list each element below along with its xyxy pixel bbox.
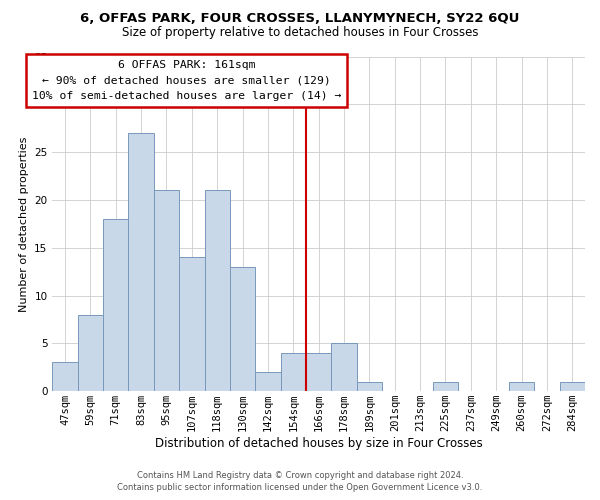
- Bar: [77, 314, 103, 391]
- Bar: [128, 133, 154, 391]
- Bar: [205, 190, 230, 391]
- Bar: [560, 382, 585, 391]
- Text: 6, OFFAS PARK, FOUR CROSSES, LLANYMYNECH, SY22 6QU: 6, OFFAS PARK, FOUR CROSSES, LLANYMYNECH…: [80, 12, 520, 26]
- Bar: [281, 353, 306, 391]
- Y-axis label: Number of detached properties: Number of detached properties: [19, 136, 29, 312]
- Bar: [52, 362, 77, 391]
- Text: 6 OFFAS PARK: 161sqm
← 90% of detached houses are smaller (129)
10% of semi-deta: 6 OFFAS PARK: 161sqm ← 90% of detached h…: [32, 60, 341, 101]
- Bar: [306, 353, 331, 391]
- X-axis label: Distribution of detached houses by size in Four Crosses: Distribution of detached houses by size …: [155, 437, 482, 450]
- Bar: [509, 382, 534, 391]
- Text: Contains HM Land Registry data © Crown copyright and database right 2024.
Contai: Contains HM Land Registry data © Crown c…: [118, 471, 482, 492]
- Bar: [331, 344, 357, 391]
- Bar: [179, 258, 205, 391]
- Bar: [230, 267, 255, 391]
- Bar: [103, 219, 128, 391]
- Bar: [357, 382, 382, 391]
- Bar: [255, 372, 281, 391]
- Text: Size of property relative to detached houses in Four Crosses: Size of property relative to detached ho…: [122, 26, 478, 39]
- Bar: [433, 382, 458, 391]
- Bar: [154, 190, 179, 391]
